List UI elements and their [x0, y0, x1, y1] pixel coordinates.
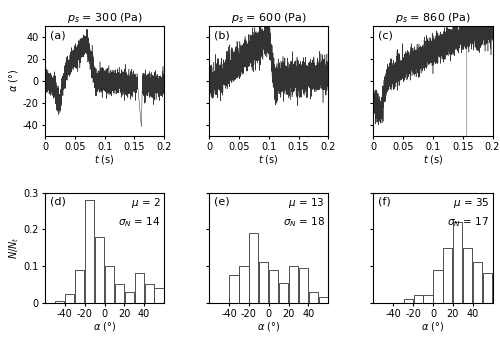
Bar — [434, 270, 442, 303]
Bar — [318, 297, 328, 303]
Bar — [154, 288, 164, 303]
Bar — [65, 293, 74, 303]
Title: $p_s$ = 600 (Pa): $p_s$ = 600 (Pa) — [231, 12, 306, 26]
Bar — [144, 284, 154, 303]
Bar — [444, 248, 452, 303]
Title: $p_s$ = 860 (Pa): $p_s$ = 860 (Pa) — [395, 12, 471, 26]
X-axis label: $t$ (s): $t$ (s) — [94, 153, 115, 166]
X-axis label: $t$ (s): $t$ (s) — [258, 153, 279, 166]
Text: (f): (f) — [378, 196, 391, 206]
Text: (e): (e) — [214, 196, 230, 206]
Bar — [299, 268, 308, 303]
Bar — [230, 275, 238, 303]
X-axis label: $\alpha$ (°): $\alpha$ (°) — [93, 320, 116, 333]
Bar — [279, 282, 288, 303]
Bar — [56, 301, 64, 303]
Bar — [424, 295, 432, 303]
Text: $\mu$ = 35
$\sigma_N$ = 17: $\mu$ = 35 $\sigma_N$ = 17 — [447, 196, 489, 229]
Bar — [95, 237, 104, 303]
Y-axis label: $\alpha$ (°): $\alpha$ (°) — [7, 69, 20, 92]
Bar — [85, 200, 94, 303]
Bar — [289, 266, 298, 303]
X-axis label: $t$ (s): $t$ (s) — [422, 153, 444, 166]
Bar — [250, 233, 258, 303]
Text: (c): (c) — [378, 30, 393, 40]
Bar — [483, 273, 492, 303]
X-axis label: $\alpha$ (°): $\alpha$ (°) — [422, 320, 444, 333]
Bar — [115, 284, 124, 303]
Bar — [269, 270, 278, 303]
Bar — [259, 262, 268, 303]
Text: (d): (d) — [50, 196, 66, 206]
Y-axis label: $N/N_t$: $N/N_t$ — [7, 236, 20, 259]
Bar — [473, 262, 482, 303]
Text: $\mu$ = 13
$\sigma_N$ = 18: $\mu$ = 13 $\sigma_N$ = 18 — [282, 196, 325, 229]
Text: (a): (a) — [50, 30, 66, 40]
X-axis label: $\alpha$ (°): $\alpha$ (°) — [257, 320, 280, 333]
Bar — [404, 299, 413, 303]
Text: (b): (b) — [214, 30, 230, 40]
Bar — [75, 270, 85, 303]
Bar — [463, 248, 472, 303]
Bar — [240, 266, 248, 303]
Text: $\mu$ = 2
$\sigma_N$ = 14: $\mu$ = 2 $\sigma_N$ = 14 — [118, 196, 160, 229]
Bar — [124, 292, 134, 303]
Bar — [453, 222, 462, 303]
Bar — [134, 273, 144, 303]
Title: $p_s$ = 300 (Pa): $p_s$ = 300 (Pa) — [66, 12, 142, 26]
Bar — [105, 266, 114, 303]
Bar — [414, 295, 422, 303]
Bar — [309, 292, 318, 303]
